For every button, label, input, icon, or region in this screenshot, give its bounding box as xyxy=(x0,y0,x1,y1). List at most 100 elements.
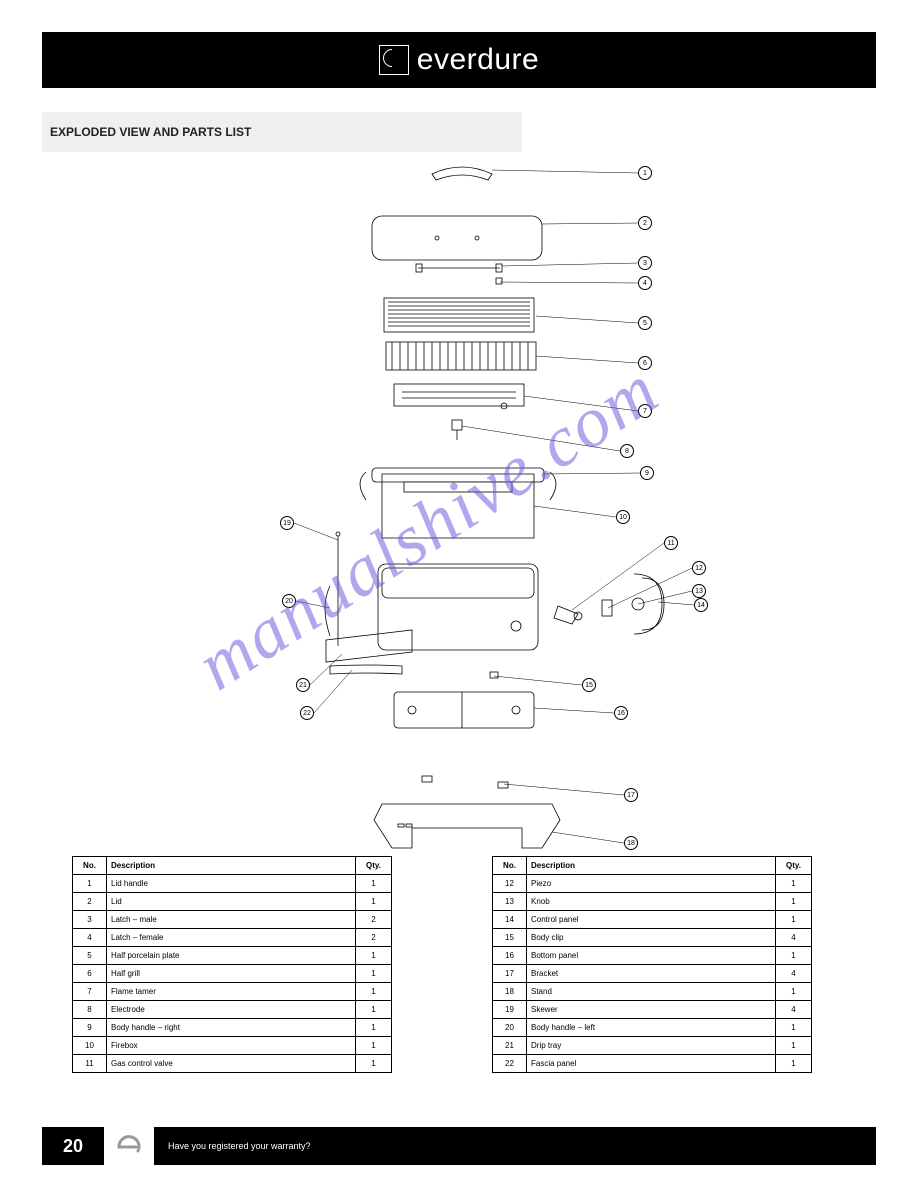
cell-qty: 1 xyxy=(356,1001,392,1019)
cell-qty: 1 xyxy=(776,875,812,893)
cell-qty: 1 xyxy=(776,1019,812,1037)
cell-no: 15 xyxy=(493,929,527,947)
cell-qty: 4 xyxy=(776,965,812,983)
callout-14: 14 xyxy=(694,598,708,612)
table-row: 15Body clip4 xyxy=(493,929,812,947)
table-row: 16Bottom panel1 xyxy=(493,947,812,965)
parts-table-left: No. Description Qty. 1Lid handle12Lid13L… xyxy=(72,856,392,1073)
callout-22: 22 xyxy=(300,706,314,720)
cell-qty: 1 xyxy=(356,947,392,965)
callout-12: 12 xyxy=(692,561,706,575)
cell-desc: Drip tray xyxy=(527,1037,776,1055)
cell-no: 22 xyxy=(493,1055,527,1073)
cell-desc: Bracket xyxy=(527,965,776,983)
callout-2: 2 xyxy=(638,216,652,230)
cell-no: 7 xyxy=(73,983,107,1001)
table-row: 18Stand1 xyxy=(493,983,812,1001)
table-row: 17Bracket4 xyxy=(493,965,812,983)
cell-qty: 1 xyxy=(356,893,392,911)
cell-no: 16 xyxy=(493,947,527,965)
cell-qty: 1 xyxy=(356,983,392,1001)
cell-qty: 1 xyxy=(776,947,812,965)
cell-no: 13 xyxy=(493,893,527,911)
cell-desc: Control panel xyxy=(527,911,776,929)
callout-7: 7 xyxy=(638,404,652,418)
cell-qty: 2 xyxy=(356,911,392,929)
table-row: 21Drip tray1 xyxy=(493,1037,812,1055)
cell-no: 10 xyxy=(73,1037,107,1055)
callout-1: 1 xyxy=(638,166,652,180)
cell-no: 14 xyxy=(493,911,527,929)
cell-qty: 1 xyxy=(356,875,392,893)
cell-desc: Piezo xyxy=(527,875,776,893)
th-desc: Description xyxy=(107,857,356,875)
table-row: 7Flame tamer1 xyxy=(73,983,392,1001)
cell-no: 11 xyxy=(73,1055,107,1073)
cell-qty: 4 xyxy=(776,1001,812,1019)
callout-18: 18 xyxy=(624,836,638,850)
footer-e-icon xyxy=(104,1127,154,1165)
cell-no: 5 xyxy=(73,947,107,965)
cell-desc: Latch – male xyxy=(107,911,356,929)
cell-no: 12 xyxy=(493,875,527,893)
callout-19: 19 xyxy=(280,516,294,530)
cell-no: 9 xyxy=(73,1019,107,1037)
cell-no: 20 xyxy=(493,1019,527,1037)
table-row: 9Body handle – right1 xyxy=(73,1019,392,1037)
exploded-view-illustration xyxy=(42,156,876,856)
cell-desc: Body handle – left xyxy=(527,1019,776,1037)
th-no: No. xyxy=(73,857,107,875)
table-row: 12Piezo1 xyxy=(493,875,812,893)
cell-no: 19 xyxy=(493,1001,527,1019)
header-bar: everdure xyxy=(42,32,876,88)
cell-desc: Lid handle xyxy=(107,875,356,893)
cell-desc: Gas control valve xyxy=(107,1055,356,1073)
cell-no: 18 xyxy=(493,983,527,1001)
cell-qty: 1 xyxy=(356,965,392,983)
table-row: 2Lid1 xyxy=(73,893,392,911)
th-qty: Qty. xyxy=(776,857,812,875)
footer-text-bar: Have you registered your warranty? xyxy=(154,1127,876,1165)
table-row: 6Half grill1 xyxy=(73,965,392,983)
brand-logo-icon xyxy=(379,45,409,75)
parts-tables: No. Description Qty. 1Lid handle12Lid13L… xyxy=(42,856,876,1073)
callout-21: 21 xyxy=(296,678,310,692)
cell-desc: Half porcelain plate xyxy=(107,947,356,965)
callout-15: 15 xyxy=(582,678,596,692)
exploded-diagram: 12345678910111213141516171819202122 manu… xyxy=(42,156,876,856)
callout-17: 17 xyxy=(624,788,638,802)
cell-qty: 1 xyxy=(776,893,812,911)
footer-bar: 20 Have you registered your warranty? xyxy=(42,1127,876,1165)
callout-10: 10 xyxy=(616,510,630,524)
cell-no: 2 xyxy=(73,893,107,911)
callout-4: 4 xyxy=(638,276,652,290)
cell-desc: Knob xyxy=(527,893,776,911)
table-row: 14Control panel1 xyxy=(493,911,812,929)
cell-qty: 1 xyxy=(776,911,812,929)
callout-5: 5 xyxy=(638,316,652,330)
cell-qty: 4 xyxy=(776,929,812,947)
cell-qty: 1 xyxy=(776,1037,812,1055)
callout-9: 9 xyxy=(640,466,654,480)
callout-16: 16 xyxy=(614,706,628,720)
table-row: 4Latch – female2 xyxy=(73,929,392,947)
th-desc: Description xyxy=(527,857,776,875)
th-qty: Qty. xyxy=(356,857,392,875)
cell-desc: Flame tamer xyxy=(107,983,356,1001)
cell-qty: 1 xyxy=(776,983,812,1001)
brand-name: everdure xyxy=(417,43,539,77)
cell-qty: 1 xyxy=(356,1055,392,1073)
callout-8: 8 xyxy=(620,444,634,458)
table-row: 10Firebox1 xyxy=(73,1037,392,1055)
cell-no: 4 xyxy=(73,929,107,947)
callout-20: 20 xyxy=(282,594,296,608)
cell-no: 17 xyxy=(493,965,527,983)
table-row: 5Half porcelain plate1 xyxy=(73,947,392,965)
cell-no: 1 xyxy=(73,875,107,893)
section-title-bar: EXPLODED VIEW AND PARTS LIST xyxy=(42,112,522,152)
page-number: 20 xyxy=(42,1127,104,1165)
cell-desc: Electrode xyxy=(107,1001,356,1019)
cell-desc: Fascia panel xyxy=(527,1055,776,1073)
callout-6: 6 xyxy=(638,356,652,370)
cell-qty: 1 xyxy=(776,1055,812,1073)
